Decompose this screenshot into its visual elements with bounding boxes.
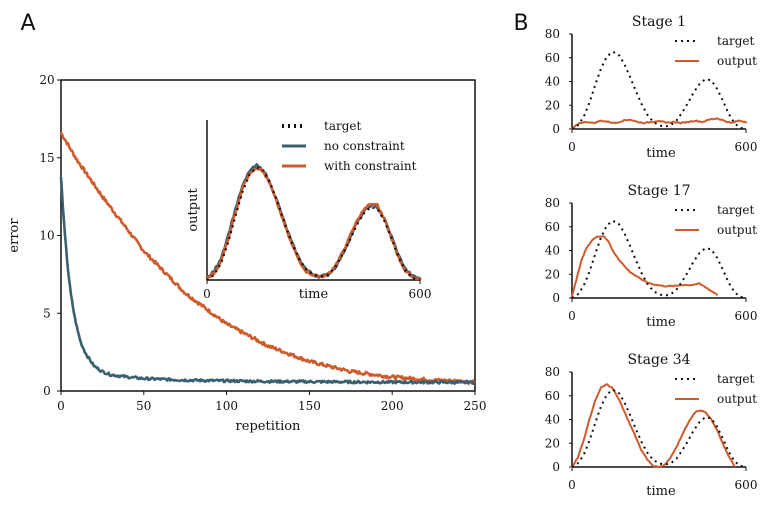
x-tick-label-a: 150 — [298, 399, 321, 413]
stage-legend-label-target: target — [717, 203, 754, 217]
panel-a: A 0 50 100 150 200 250 0 5 10 15 20 repetition error — [7, 11, 486, 434]
plot-frame-a — [60, 79, 476, 392]
x-axis-label-a: repetition — [236, 419, 302, 434]
stage-x-axis-label: time — [646, 146, 676, 161]
stage-legend-label-output: output — [717, 54, 757, 68]
x-tick-label-a: 100 — [215, 399, 238, 413]
y-tick-label-a: 20 — [39, 73, 54, 87]
stage-legend-label-output: output — [717, 223, 757, 237]
panel-a-inset: 0 600 time output target no constraint with co… — [186, 119, 431, 302]
stage-line-target — [571, 219, 747, 299]
inset-line-target — [206, 166, 421, 282]
stage-x-tick-label: 0 — [568, 478, 576, 492]
stage-y-tick-label: 60 — [545, 220, 560, 234]
stage-y-tick-label: 0 — [552, 460, 560, 474]
stage-x-tick-label: 0 — [568, 309, 576, 323]
stage-line-output — [571, 117, 747, 130]
inset-line-no-constraint — [205, 163, 422, 280]
inset-legend-label: target — [324, 119, 361, 133]
stage-legend-label-target: target — [717, 372, 754, 386]
panel-b-b-stage1: B Stage 1 0 20 40 60 80 0 600 time target output — [513, 11, 757, 161]
y-tick-label-a: 0 — [43, 384, 51, 398]
panel-label-b: B — [513, 11, 528, 36]
inset-y-axis-label: output — [186, 188, 201, 232]
x-tick-label-a: 0 — [57, 399, 65, 413]
inset-x-tick-label: 0 — [203, 287, 211, 301]
inset-x-axis-label: time — [299, 287, 329, 302]
inset-x-tick-label: 600 — [409, 287, 432, 301]
stage-x-tick-label: 0 — [568, 140, 576, 154]
stage-x-tick-label: 600 — [735, 478, 758, 492]
stage-title: Stage 1 — [632, 14, 686, 30]
stage-x-tick-label: 600 — [735, 140, 758, 154]
stage-title: Stage 17 — [627, 183, 690, 199]
stage-y-tick-label: 60 — [545, 51, 560, 65]
stage-y-tick-label: 0 — [552, 291, 560, 305]
panel-label-a: A — [20, 11, 35, 36]
stage-y-tick-label: 60 — [545, 389, 560, 403]
inset-legend-label: no constraint — [324, 139, 405, 153]
inset-line-with-constraint — [205, 167, 422, 282]
line-no-constraint — [59, 176, 476, 385]
panel-b-b-stage17: Stage 17 0 20 40 60 80 0 600 time target output — [545, 183, 758, 330]
stage-line-output — [571, 235, 718, 298]
line-with-constraint — [59, 131, 476, 385]
stage-y-tick-label: 20 — [545, 436, 560, 450]
x-tick-label-a: 200 — [381, 399, 404, 413]
stage-y-tick-label: 80 — [545, 27, 560, 41]
stage-line-target — [571, 388, 747, 468]
stage-x-axis-label: time — [646, 484, 676, 499]
stage-y-tick-label: 20 — [545, 267, 560, 281]
stage-legend-label-output: output — [717, 392, 757, 406]
y-tick-label-a: 10 — [39, 229, 54, 243]
stage-y-tick-label: 40 — [545, 413, 560, 427]
stage-x-tick-label: 600 — [735, 309, 758, 323]
stage-y-tick-label: 80 — [545, 365, 560, 379]
stage-y-tick-label: 40 — [545, 75, 560, 89]
x-tick-label-a: 50 — [136, 399, 151, 413]
x-tick-label-a: 250 — [464, 399, 487, 413]
stage-x-axis-label: time — [646, 315, 676, 330]
stage-title: Stage 34 — [627, 352, 690, 368]
y-tick-label-a: 5 — [43, 306, 51, 320]
inset-legend-label: with constraint — [324, 159, 417, 173]
stage-line-target — [571, 50, 747, 130]
stage-y-tick-label: 0 — [552, 122, 560, 136]
stage-legend-label-target: target — [717, 34, 754, 48]
stage-y-tick-label: 80 — [545, 196, 560, 210]
y-tick-label-a: 15 — [39, 151, 54, 165]
stage-y-tick-label: 20 — [545, 98, 560, 112]
stage-y-tick-label: 40 — [545, 244, 560, 258]
panel-b-b-stage34: Stage 34 0 20 40 60 80 0 600 time target output — [545, 352, 758, 499]
y-axis-label-a: error — [7, 218, 22, 253]
stage-line-output — [571, 383, 736, 469]
